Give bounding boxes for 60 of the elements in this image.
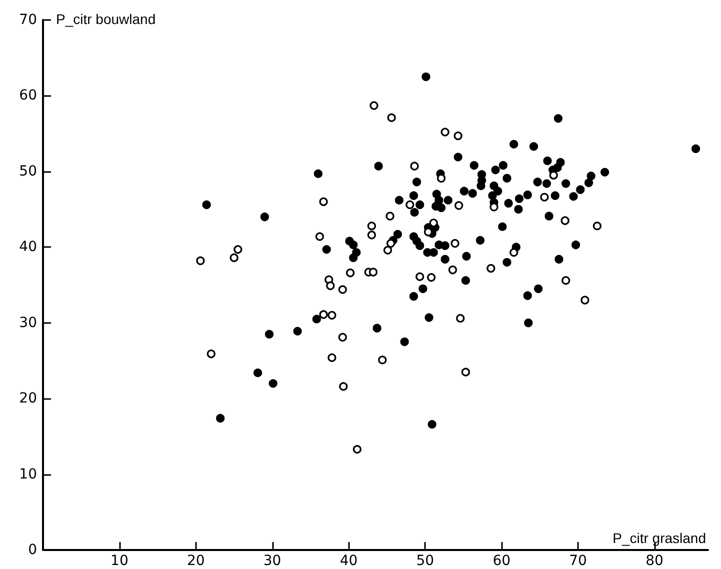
point xyxy=(370,101,378,110)
point xyxy=(461,368,470,376)
y-tick-label: 20 xyxy=(19,390,37,407)
y-tick-label: 0 xyxy=(28,542,37,558)
point xyxy=(206,350,216,358)
point xyxy=(410,162,419,170)
point xyxy=(592,222,602,230)
point xyxy=(406,200,414,210)
y-tick-label: 30 xyxy=(19,314,37,331)
point xyxy=(560,216,570,225)
point xyxy=(454,201,464,210)
point xyxy=(326,281,335,290)
y-tick-label: 10 xyxy=(19,466,37,482)
x-axis-title: P_citr grasland xyxy=(612,530,706,546)
x-tick-label: 60 xyxy=(492,553,511,569)
y-axis-title: P_citr bouwland xyxy=(56,11,156,27)
x-tick-label: 40 xyxy=(340,553,358,569)
point xyxy=(454,132,462,140)
point xyxy=(580,296,590,304)
point xyxy=(367,222,376,230)
point xyxy=(315,232,324,241)
point xyxy=(196,256,205,266)
x-tick-label: 10 xyxy=(110,553,128,569)
point xyxy=(338,285,347,294)
y-tick-label: 50 xyxy=(19,163,37,180)
point xyxy=(448,266,457,274)
point xyxy=(486,264,496,273)
x-tick-label: 80 xyxy=(646,553,664,569)
point xyxy=(378,356,387,364)
point xyxy=(450,239,460,248)
x-tick-label: 20 xyxy=(186,553,205,569)
point xyxy=(416,272,424,281)
point xyxy=(319,197,328,206)
x-tick-label: 70 xyxy=(569,553,587,569)
point xyxy=(387,113,396,122)
point xyxy=(456,314,465,323)
point xyxy=(319,310,328,319)
point xyxy=(367,230,376,240)
point xyxy=(346,268,355,278)
point xyxy=(510,248,518,257)
point xyxy=(540,192,549,202)
point xyxy=(440,128,450,136)
point xyxy=(234,245,242,254)
point xyxy=(339,382,348,391)
y-tick-label: 70 xyxy=(19,12,37,28)
point xyxy=(386,239,396,248)
point xyxy=(230,253,238,262)
point xyxy=(427,273,436,282)
y-tick-label: 60 xyxy=(19,88,37,104)
x-tick-label: 50 xyxy=(416,553,434,569)
point xyxy=(328,353,336,362)
point xyxy=(352,445,362,454)
point xyxy=(338,332,347,342)
point xyxy=(383,246,392,254)
y-tick-label: 40 xyxy=(19,239,37,256)
point xyxy=(562,276,570,285)
point xyxy=(328,310,336,320)
point xyxy=(368,268,378,276)
point xyxy=(386,212,394,220)
x-tick-label: 30 xyxy=(263,553,282,569)
